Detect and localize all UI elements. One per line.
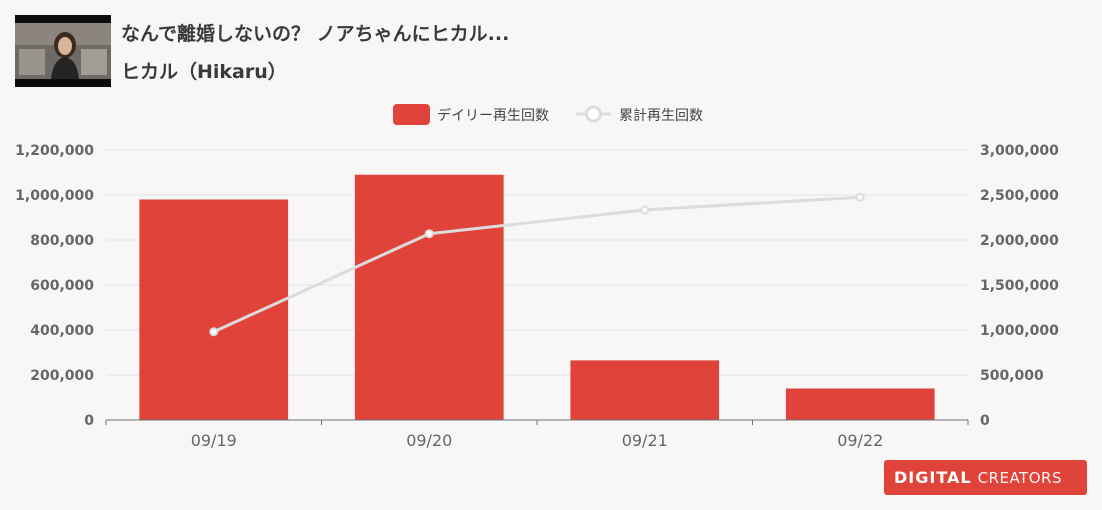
x-tick-label: 09/19 [191, 431, 237, 450]
legend-line-label: 累計再生回数 [619, 108, 703, 124]
y-left-tick-label: 1,000,000 [15, 188, 94, 204]
y-left-tick-label: 0 [84, 413, 94, 429]
digital-creators-logo[interactable]: DIGITAL CREATORS [884, 460, 1087, 495]
video-title[interactable]: なんで離婚しないの？ ノアちゃんにヒカル... [121, 23, 510, 45]
y-left-tick-label: 800,000 [30, 233, 94, 249]
bar [785, 388, 935, 420]
line-point [640, 205, 650, 215]
y-right-tick-label: 1,500,000 [980, 278, 1059, 294]
thumbnail-image [15, 15, 111, 87]
line-point [855, 192, 865, 202]
y-right-tick-label: 500,000 [980, 368, 1044, 384]
y-left-tick-label: 200,000 [30, 368, 94, 384]
x-tick-label: 09/20 [406, 431, 452, 450]
x-tick-label: 09/21 [622, 431, 668, 450]
y-left-tick-label: 400,000 [30, 323, 94, 339]
line-point [209, 327, 219, 337]
y-right-tick-label: 0 [980, 413, 990, 429]
line-point [424, 229, 434, 239]
logo-main-text: DIGITAL [894, 468, 972, 487]
legend-line-marker [585, 105, 602, 123]
y-right-tick-label: 3,000,000 [980, 143, 1059, 159]
bar [570, 360, 720, 420]
legend-bar-swatch [393, 104, 430, 125]
y-right-tick-label: 1,000,000 [980, 323, 1059, 339]
channel-name[interactable]: ヒカル（Hikaru） [121, 61, 287, 83]
y-left-tick-label: 1,200,000 [15, 143, 94, 159]
legend-bar-label: デイリー再生回数 [437, 107, 549, 124]
bar [354, 174, 504, 420]
y-right-tick-label: 2,500,000 [980, 188, 1059, 204]
x-tick-label: 09/22 [837, 431, 883, 450]
y-left-tick-label: 600,000 [30, 278, 94, 294]
logo-sub-text: CREATORS [977, 468, 1062, 487]
y-right-tick-label: 2,000,000 [980, 233, 1059, 249]
video-thumbnail[interactable] [15, 15, 111, 87]
cumulative-line [213, 195, 861, 334]
